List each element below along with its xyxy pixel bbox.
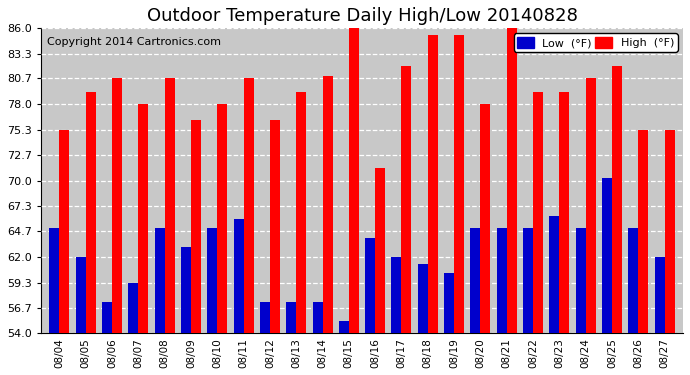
Bar [112,78,122,333]
Bar [365,238,375,333]
Bar [480,104,491,333]
Bar [244,78,254,333]
Bar [128,283,138,333]
Bar [471,228,480,333]
Bar [191,120,201,333]
Bar [181,248,191,333]
Bar [586,78,595,333]
Bar [497,228,506,333]
Bar [612,66,622,333]
Bar [560,92,569,333]
Bar [76,257,86,333]
Bar [575,228,586,333]
Bar [391,257,402,333]
Text: Copyright 2014 Cartronics.com: Copyright 2014 Cartronics.com [48,37,221,47]
Bar [260,302,270,333]
Bar [418,264,428,333]
Bar [50,228,59,333]
Bar [286,302,296,333]
Bar [217,104,227,333]
Bar [349,28,359,333]
Bar [102,302,112,333]
Legend: Low  (°F), High  (°F): Low (°F), High (°F) [513,33,678,51]
Bar [270,120,280,333]
Bar [313,302,322,333]
Bar [629,228,638,333]
Bar [602,178,612,333]
Bar [339,321,349,333]
Bar [428,34,437,333]
Bar [59,130,70,333]
Bar [165,78,175,333]
Bar [549,216,560,333]
Bar [506,28,517,333]
Bar [138,104,148,333]
Bar [664,130,675,333]
Bar [444,273,454,333]
Bar [207,228,217,333]
Bar [402,66,411,333]
Bar [375,168,385,333]
Bar [322,76,333,333]
Bar [655,257,664,333]
Bar [523,228,533,333]
Bar [533,92,543,333]
Bar [155,228,165,333]
Bar [234,219,244,333]
Bar [86,92,96,333]
Bar [454,34,464,333]
Title: Outdoor Temperature Daily High/Low 20140828: Outdoor Temperature Daily High/Low 20140… [146,7,578,25]
Bar [296,92,306,333]
Bar [638,130,649,333]
